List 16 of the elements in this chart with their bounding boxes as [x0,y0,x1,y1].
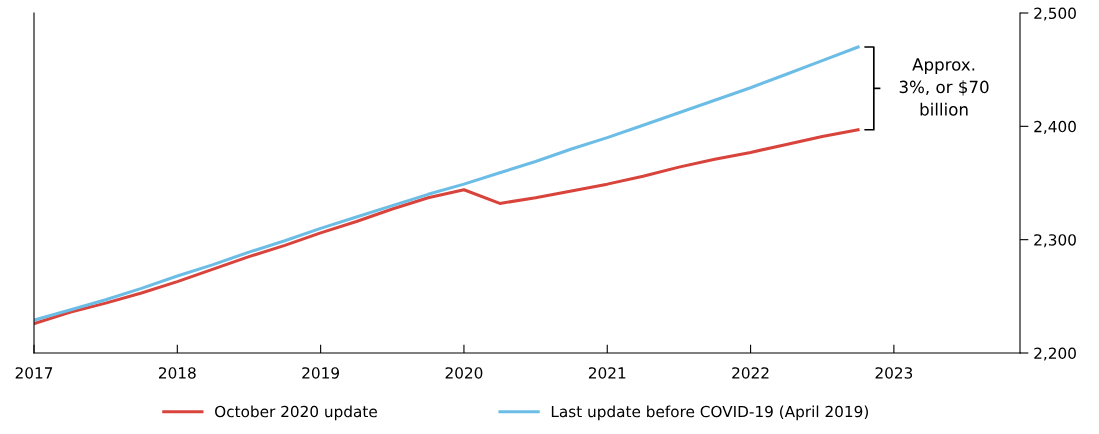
line-series [34,45,860,322]
x-tick-label: 2022 [732,367,769,379]
y-tick-label: 2,300 [1034,234,1076,248]
legend-label: October 2020 update [215,405,377,421]
annotation: Approx. 3%, or $70 billion [899,58,989,116]
line-series [34,128,860,326]
legend-label: Last update before COVID-19 (April 2019) [551,405,868,421]
y-tick-label: 2,200 [1034,347,1076,361]
x-tick-label: 2021 [588,367,626,379]
y-tick-label: 2,400 [1034,120,1076,134]
x-tick-label: 2020 [445,367,483,379]
x-tick-label: 2019 [302,367,339,379]
x-tick-label: 2018 [158,367,196,379]
y-tick-label: 2,500 [1034,7,1076,21]
x-tick-label: 2017 [15,367,53,379]
x-tick-label: 2023 [875,367,913,379]
